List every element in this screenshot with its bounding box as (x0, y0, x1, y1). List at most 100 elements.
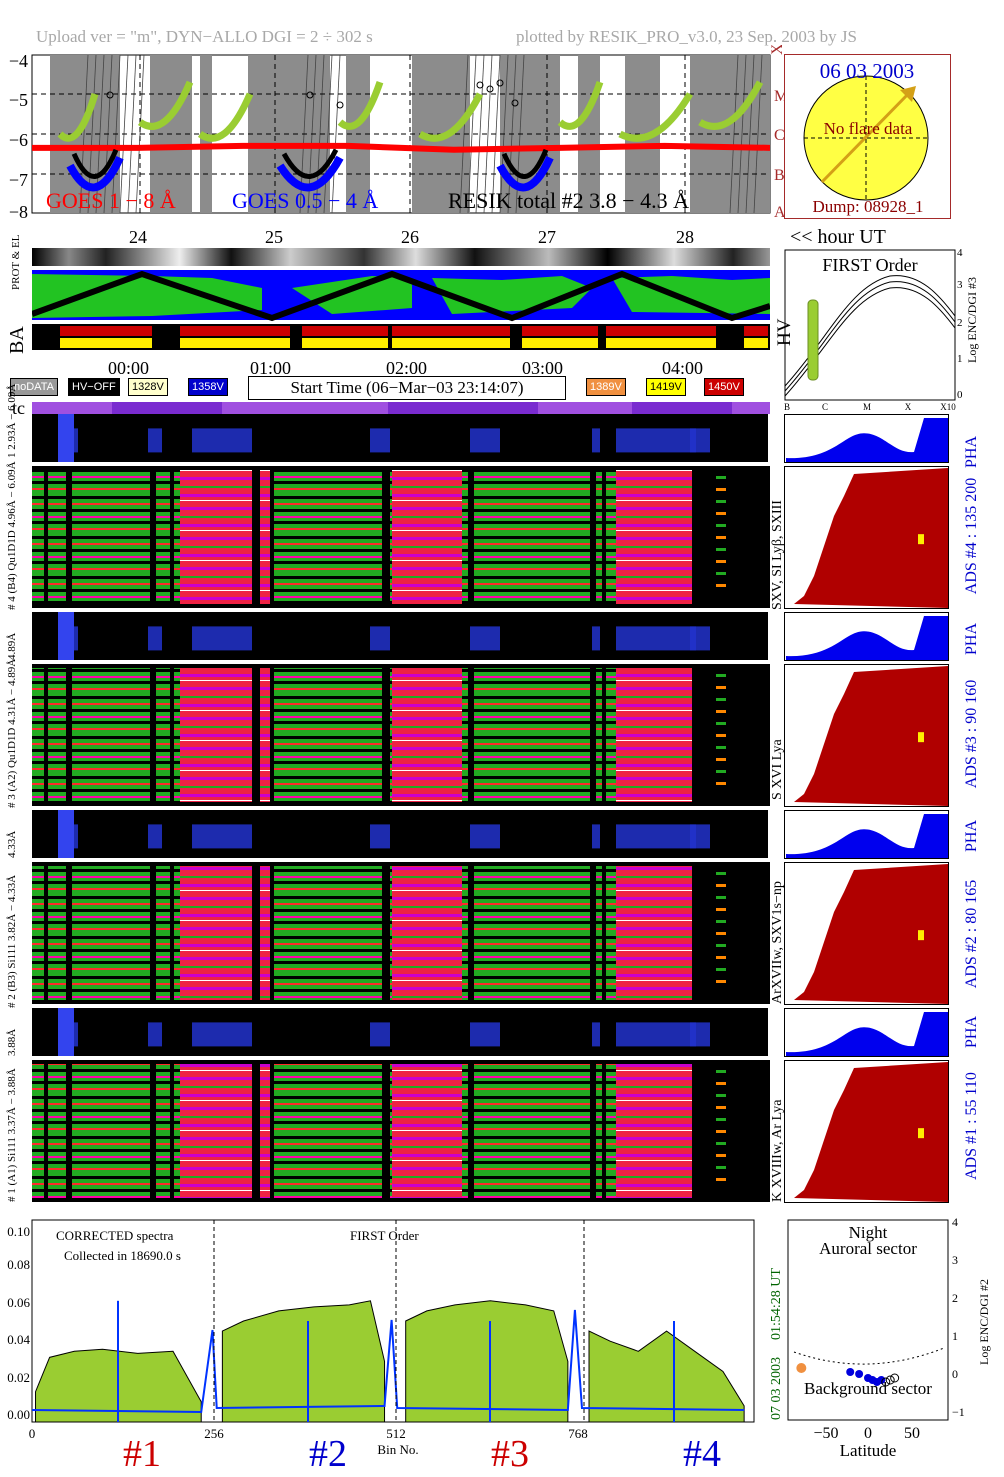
start-time-box: Start Time (06−Mar−03 23:14:07) (248, 376, 566, 400)
spec-stub (716, 1094, 726, 1097)
legend-1328v: 1328V (128, 378, 168, 396)
spec-gap (590, 1060, 596, 1202)
pha-band (192, 428, 252, 453)
spec-stub (716, 1130, 726, 1133)
resik-segment (337, 81, 384, 130)
svg-text:512: 512 (386, 1426, 406, 1441)
svg-text:0.00: 0.00 (7, 1407, 30, 1422)
ads-label: ADS #3 : 90 160 (963, 680, 980, 788)
spec-green-area (32, 1064, 692, 1198)
goes-panel: −4 −5 −6 −7 −8 X M C B A GOES 1 − 8 Å GO… (9, 45, 886, 248)
hour-ut-label: << hour UT (790, 226, 886, 248)
resik-dark-segment (281, 148, 339, 179)
pha-band (370, 626, 390, 651)
pha-band (592, 626, 600, 651)
hatch-line (483, 54, 493, 214)
pha-text: PHA (963, 820, 980, 852)
spec-gap (468, 664, 474, 806)
spec-gap (252, 466, 260, 608)
legend-hvoff: HV−OFF (68, 378, 120, 396)
spec-gap (590, 664, 596, 806)
spec-green-area (32, 866, 692, 1000)
spec-gap (692, 1060, 704, 1202)
spectrum-area (588, 1330, 745, 1423)
legend-1358v: 1358V (188, 378, 228, 396)
goes-ytick: −8 (9, 202, 28, 222)
legend-1419v: 1419V (646, 378, 686, 396)
pha-histogram (786, 418, 948, 462)
svg-text:3: 3 (957, 279, 963, 291)
ads-marker (918, 534, 924, 545)
spec-stub (716, 920, 726, 923)
ads-histogram (794, 1062, 948, 1202)
spec-gap (382, 664, 390, 806)
spec-stub (716, 524, 726, 527)
svg-text:256: 256 (204, 1426, 224, 1441)
lines-label-4: SXV, SI Lyβ, SXIII (770, 500, 785, 610)
pha-band (58, 1008, 74, 1056)
spectrum-xticks: 0 256 512 768 (29, 1426, 588, 1441)
day-tick: 28 (676, 227, 694, 247)
spec-gap (252, 664, 260, 806)
ba-label: BA (6, 326, 28, 354)
spec-gap (730, 1060, 770, 1202)
spec-red-area (616, 668, 696, 802)
class-label: C (774, 127, 785, 144)
resik-dark-segment (71, 148, 119, 179)
day-tick: 25 (265, 227, 283, 247)
pha-label-4: 1 2.93Å − 6.09Å (6, 383, 18, 458)
corrected-label: CORRECTED spectra (56, 1228, 174, 1243)
spec-gap (66, 664, 72, 806)
ads-panels: PHA ADS #4 : 135 200 PHA ADS #3 : 90 160… (784, 414, 980, 1203)
svg-text:−1: −1 (952, 1405, 965, 1419)
svg-text:0.02: 0.02 (7, 1370, 30, 1385)
lines-label-3: S XVI Lya (770, 739, 785, 800)
spec-red-area (616, 866, 696, 1000)
arrow-head-icon (900, 86, 916, 102)
time-tick: 01:00 (250, 358, 292, 378)
latitude-point (885, 1375, 895, 1385)
ads-histogram (794, 468, 948, 608)
pha-band (470, 428, 500, 453)
pha-band (192, 626, 252, 651)
svg-text:0.06: 0.06 (7, 1295, 30, 1310)
spec-stub (716, 746, 726, 749)
day-ticks: 24 25 26 27 28 (129, 227, 694, 247)
svg-text:50: 50 (904, 1425, 920, 1442)
tc-label: tc (12, 398, 25, 418)
time-ut-label: 01:54:28 UT (769, 1268, 784, 1340)
background-label: Background sector (804, 1379, 932, 1398)
spec-gap (170, 664, 174, 806)
spec-stub (716, 500, 726, 503)
goes-point (511, 99, 519, 107)
pha-band (148, 626, 162, 651)
legend-resik: RESIK total #2 3.8 − 4.3 Å (448, 188, 689, 213)
section-label-1: #1 (123, 1433, 161, 1475)
spec-stub (716, 584, 726, 587)
spec-stub (716, 686, 726, 689)
spec-gap (66, 862, 72, 1004)
svg-text:M: M (863, 402, 871, 412)
svg-text:4: 4 (957, 247, 963, 259)
pha-band (592, 1022, 600, 1047)
spec-stub (716, 536, 726, 539)
pha-band (58, 414, 74, 462)
spec-stub (716, 782, 726, 785)
collected-label: Collected in 18690.0 s (64, 1248, 181, 1263)
spec-stub (716, 710, 726, 713)
goes-ytick: −5 (9, 90, 28, 110)
latitude-point (877, 1376, 886, 1384)
legend-goes-short: GOES 0.5 − 4 Å (232, 188, 378, 213)
pha-band (616, 824, 696, 849)
pha-band (148, 428, 162, 453)
ba-yellow (60, 338, 768, 348)
svg-text:X: X (905, 402, 912, 412)
spec-stub (716, 548, 726, 551)
pha-band (58, 612, 74, 660)
lat-ylabel: Log ENC/DGI #2 (977, 1279, 991, 1365)
spec-gap (590, 466, 596, 608)
goes-point (486, 85, 494, 93)
spectrum-areas (35, 1300, 745, 1423)
lat-yticks: 4 3 2 1 0 −1 (952, 1215, 965, 1419)
svg-text:B: B (784, 402, 790, 412)
